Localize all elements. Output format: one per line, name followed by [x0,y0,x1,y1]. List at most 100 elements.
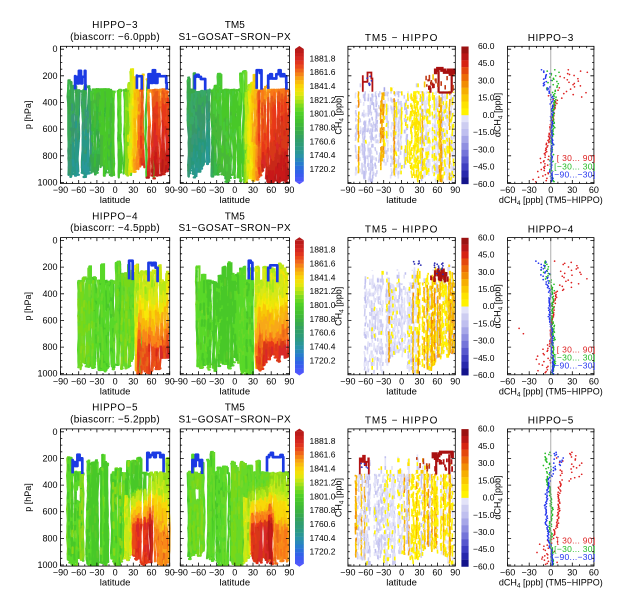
svg-text:0: 0 [113,185,118,195]
svg-text:60: 60 [146,376,156,386]
svg-text:TM5 − HIPPO: TM5 − HIPPO [365,416,439,427]
svg-text:0: 0 [548,568,553,578]
svg-text:30: 30 [414,185,424,195]
svg-text:1881.8: 1881.8 [310,53,336,63]
svg-text:60: 60 [589,568,599,578]
svg-text:30.0: 30.0 [478,76,495,86]
svg-text:latitude: latitude [219,386,250,397]
svg-text:−60.0: −60.0 [473,370,495,380]
svg-text:p [hPa]: p [hPa] [23,483,33,512]
svg-text:60: 60 [589,376,599,386]
svg-text:−60: −60 [71,185,86,195]
svg-text:30: 30 [128,185,138,195]
svg-text:200: 200 [42,453,57,463]
svg-text:−90: −90 [340,185,355,195]
svg-text:1861.6: 1861.6 [310,67,336,77]
svg-text:1821.2: 1821.2 [310,95,336,105]
svg-text:−60: −60 [500,185,515,195]
svg-text:[ 30... 90]: [ 30... 90] [557,536,596,546]
svg-text:0: 0 [52,44,57,54]
svg-text:TM5: TM5 [225,20,245,31]
svg-text:latitude: latitude [386,578,417,589]
svg-text:HIPPO−3: HIPPO−3 [92,20,138,31]
svg-text:0.0: 0.0 [483,110,495,120]
svg-text:45.0: 45.0 [478,441,495,451]
svg-text:30: 30 [248,185,258,195]
svg-text:−30: −30 [376,376,391,386]
svg-text:(biascorr: −4.5ppb): (biascorr: −4.5ppb) [70,223,160,234]
svg-text:1801.0: 1801.0 [310,109,336,119]
svg-text:0: 0 [52,236,57,246]
svg-text:HIPPO−5: HIPPO−5 [528,416,574,427]
svg-text:400: 400 [42,98,57,108]
svg-text:S1−GOSAT−SRON−PX: S1−GOSAT−SRON−PX [178,414,291,425]
svg-text:−30: −30 [89,568,104,578]
svg-text:30: 30 [567,568,577,578]
svg-text:latitude: latitude [219,578,250,589]
svg-text:30: 30 [567,376,577,386]
svg-text:45.0: 45.0 [478,250,495,260]
svg-text:30: 30 [248,568,258,578]
svg-text:0: 0 [52,427,57,437]
svg-text:1740.4: 1740.4 [310,150,336,160]
svg-text:dCH4 [ppb]: dCH4 [ppb] [493,476,505,520]
svg-text:TM5 − HIPPO: TM5 − HIPPO [365,224,439,235]
svg-text:0: 0 [232,376,237,386]
svg-text:−30: −30 [376,185,391,195]
svg-text:60: 60 [266,376,276,386]
svg-text:60.0: 60.0 [478,424,495,434]
svg-text:1841.4: 1841.4 [310,81,336,91]
svg-text:−15.0: −15.0 [473,127,495,137]
svg-text:0: 0 [548,376,553,386]
svg-text:15.0: 15.0 [478,284,495,294]
svg-text:60: 60 [266,568,276,578]
svg-text:latitude: latitude [219,195,250,206]
svg-text:−30: −30 [89,185,104,195]
svg-text:−60: −60 [358,185,373,195]
svg-text:HIPPO−4: HIPPO−4 [92,211,138,222]
svg-text:[ 30... 90]: [ 30... 90] [557,153,596,163]
svg-text:1821.2: 1821.2 [310,286,336,296]
svg-text:[ 30... 90]: [ 30... 90] [557,344,596,354]
svg-text:1821.2: 1821.2 [310,477,336,487]
svg-text:0.0: 0.0 [483,301,495,311]
svg-text:0: 0 [113,568,118,578]
svg-text:−45.0: −45.0 [473,544,495,554]
svg-text:[−90...−30]: [−90...−30] [552,169,596,179]
svg-text:800: 800 [42,342,57,352]
svg-text:TM5: TM5 [225,403,245,414]
svg-text:HIPPO−4: HIPPO−4 [528,224,574,235]
svg-text:1720.2: 1720.2 [310,164,336,174]
svg-text:1861.6: 1861.6 [310,450,336,460]
svg-text:dCH4 [ppb]: dCH4 [ppb] [493,93,505,137]
svg-text:1801.0: 1801.0 [310,300,336,310]
svg-text:−60: −60 [358,376,373,386]
svg-text:−90: −90 [53,185,68,195]
svg-text:1720.2: 1720.2 [310,355,336,365]
svg-text:600: 600 [42,315,57,325]
svg-text:CH4 [ppb]: CH4 [ppb] [334,95,346,134]
svg-text:−90: −90 [340,376,355,386]
svg-text:−30.0: −30.0 [473,527,495,537]
svg-text:−60: −60 [71,376,86,386]
svg-text:−15.0: −15.0 [473,510,495,520]
svg-text:1780.8: 1780.8 [310,314,336,324]
svg-text:60: 60 [432,376,442,386]
svg-text:1000: 1000 [37,177,57,187]
svg-text:90: 90 [284,376,294,386]
svg-text:−60: −60 [191,185,206,195]
svg-text:dCH4 [ppb] (TM5−HIPPO): dCH4 [ppb] (TM5−HIPPO) [499,195,603,207]
svg-text:[−90...−30]: [−90...−30] [552,361,596,371]
svg-text:−30: −30 [522,185,537,195]
svg-text:−30: −30 [376,568,391,578]
svg-text:0: 0 [232,568,237,578]
svg-text:−90: −90 [53,568,68,578]
svg-text:0: 0 [548,185,553,195]
svg-text:400: 400 [42,480,57,490]
svg-text:latitude: latitude [100,578,131,589]
svg-text:−30: −30 [522,376,537,386]
svg-text:90: 90 [450,568,460,578]
svg-text:−30: −30 [209,568,224,578]
svg-text:−90: −90 [173,376,188,386]
svg-text:60: 60 [432,568,442,578]
